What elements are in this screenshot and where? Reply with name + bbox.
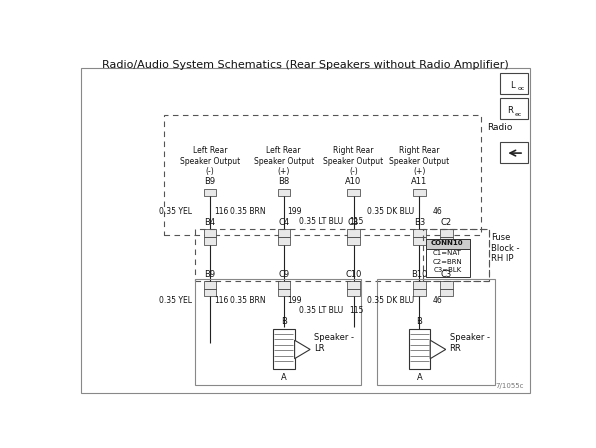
Bar xyxy=(347,289,360,296)
Text: ec: ec xyxy=(515,112,522,116)
Bar xyxy=(204,281,216,289)
Text: C3: C3 xyxy=(441,270,452,279)
Text: Radio: Radio xyxy=(488,123,513,132)
Bar xyxy=(278,281,290,289)
Bar xyxy=(204,189,216,196)
Text: B9: B9 xyxy=(204,177,216,186)
Bar xyxy=(347,281,360,289)
Bar xyxy=(377,280,495,385)
Text: B8: B8 xyxy=(278,177,290,186)
Text: C10: C10 xyxy=(345,270,362,279)
Bar xyxy=(195,229,489,281)
Bar xyxy=(204,237,216,245)
Bar xyxy=(204,289,216,296)
Bar xyxy=(273,329,294,370)
Text: 0.35 DK BLU: 0.35 DK BLU xyxy=(368,296,415,305)
Text: 0.35 LT BLU: 0.35 LT BLU xyxy=(299,306,343,314)
Text: 0.35 BRN: 0.35 BRN xyxy=(230,296,266,305)
Text: C3: C3 xyxy=(348,218,359,227)
Text: A: A xyxy=(281,373,287,382)
Bar xyxy=(413,229,426,237)
Text: Left Rear
Speaker Output
(+): Left Rear Speaker Output (+) xyxy=(254,146,314,176)
Text: B10: B10 xyxy=(411,270,427,279)
Text: B4: B4 xyxy=(204,218,216,227)
Bar xyxy=(278,229,290,237)
Text: 115: 115 xyxy=(350,306,364,314)
Text: 7/1055c: 7/1055c xyxy=(495,383,524,389)
Text: 0.35 YEL: 0.35 YEL xyxy=(159,296,193,305)
Text: 199: 199 xyxy=(288,296,302,305)
Text: A11: A11 xyxy=(411,177,427,186)
Text: B: B xyxy=(417,317,423,326)
Text: B3: B3 xyxy=(414,218,425,227)
Bar xyxy=(440,237,453,245)
Bar xyxy=(440,229,453,237)
Text: A10: A10 xyxy=(345,177,362,186)
Bar xyxy=(204,229,216,237)
Polygon shape xyxy=(294,340,310,359)
Text: B9: B9 xyxy=(204,270,216,279)
Text: Fuse
Block -
RH IP: Fuse Block - RH IP xyxy=(491,233,519,263)
Text: C3=BLK: C3=BLK xyxy=(433,267,461,273)
Text: 0.35 YEL: 0.35 YEL xyxy=(159,207,193,216)
Bar xyxy=(413,289,426,296)
Text: A: A xyxy=(417,373,422,382)
Text: oc: oc xyxy=(518,86,525,91)
Text: 116: 116 xyxy=(214,207,228,216)
Text: 199: 199 xyxy=(288,207,302,216)
Bar xyxy=(500,99,528,119)
Text: 46: 46 xyxy=(433,296,442,305)
Text: C1=NAT: C1=NAT xyxy=(433,250,462,256)
Bar xyxy=(347,189,360,196)
Text: CONN10: CONN10 xyxy=(431,240,464,246)
Bar xyxy=(164,116,482,235)
Text: 116: 116 xyxy=(214,296,228,305)
Text: 115: 115 xyxy=(350,217,364,226)
Bar xyxy=(423,229,489,281)
Bar xyxy=(278,189,290,196)
Text: Speaker -
LR: Speaker - LR xyxy=(314,333,354,353)
Bar xyxy=(426,238,470,277)
Bar xyxy=(278,289,290,296)
Text: Speaker -
RR: Speaker - RR xyxy=(449,333,489,353)
Text: Left Rear
Speaker Output
(-): Left Rear Speaker Output (-) xyxy=(180,146,240,176)
Bar xyxy=(413,281,426,289)
Text: B: B xyxy=(281,317,287,326)
Text: C2=BRN: C2=BRN xyxy=(433,258,462,265)
Text: 0.35 DK BLU: 0.35 DK BLU xyxy=(368,207,415,216)
Text: 0.35 BRN: 0.35 BRN xyxy=(230,207,266,216)
Bar xyxy=(413,189,426,196)
Text: Radio/Audio System Schematics (Rear Speakers without Radio Amplifier): Radio/Audio System Schematics (Rear Spea… xyxy=(102,60,509,70)
Text: Right Rear
Speaker Output
(-): Right Rear Speaker Output (-) xyxy=(324,146,384,176)
Text: C9: C9 xyxy=(278,270,289,279)
Text: Right Rear
Speaker Output
(+): Right Rear Speaker Output (+) xyxy=(389,146,449,176)
Bar xyxy=(440,289,453,296)
Text: C4: C4 xyxy=(278,218,289,227)
Bar xyxy=(195,280,361,385)
Bar xyxy=(426,238,470,249)
Text: R: R xyxy=(507,106,513,115)
Bar xyxy=(347,229,360,237)
Bar xyxy=(500,142,528,163)
Bar xyxy=(440,281,453,289)
Text: L: L xyxy=(510,81,515,90)
Polygon shape xyxy=(430,340,446,359)
Bar xyxy=(347,237,360,245)
Text: 46: 46 xyxy=(433,207,442,216)
Bar xyxy=(408,329,430,370)
Bar xyxy=(413,237,426,245)
Text: C2: C2 xyxy=(441,218,452,227)
Bar xyxy=(278,237,290,245)
Bar xyxy=(500,73,528,94)
Text: 0.35 LT BLU: 0.35 LT BLU xyxy=(299,217,343,226)
